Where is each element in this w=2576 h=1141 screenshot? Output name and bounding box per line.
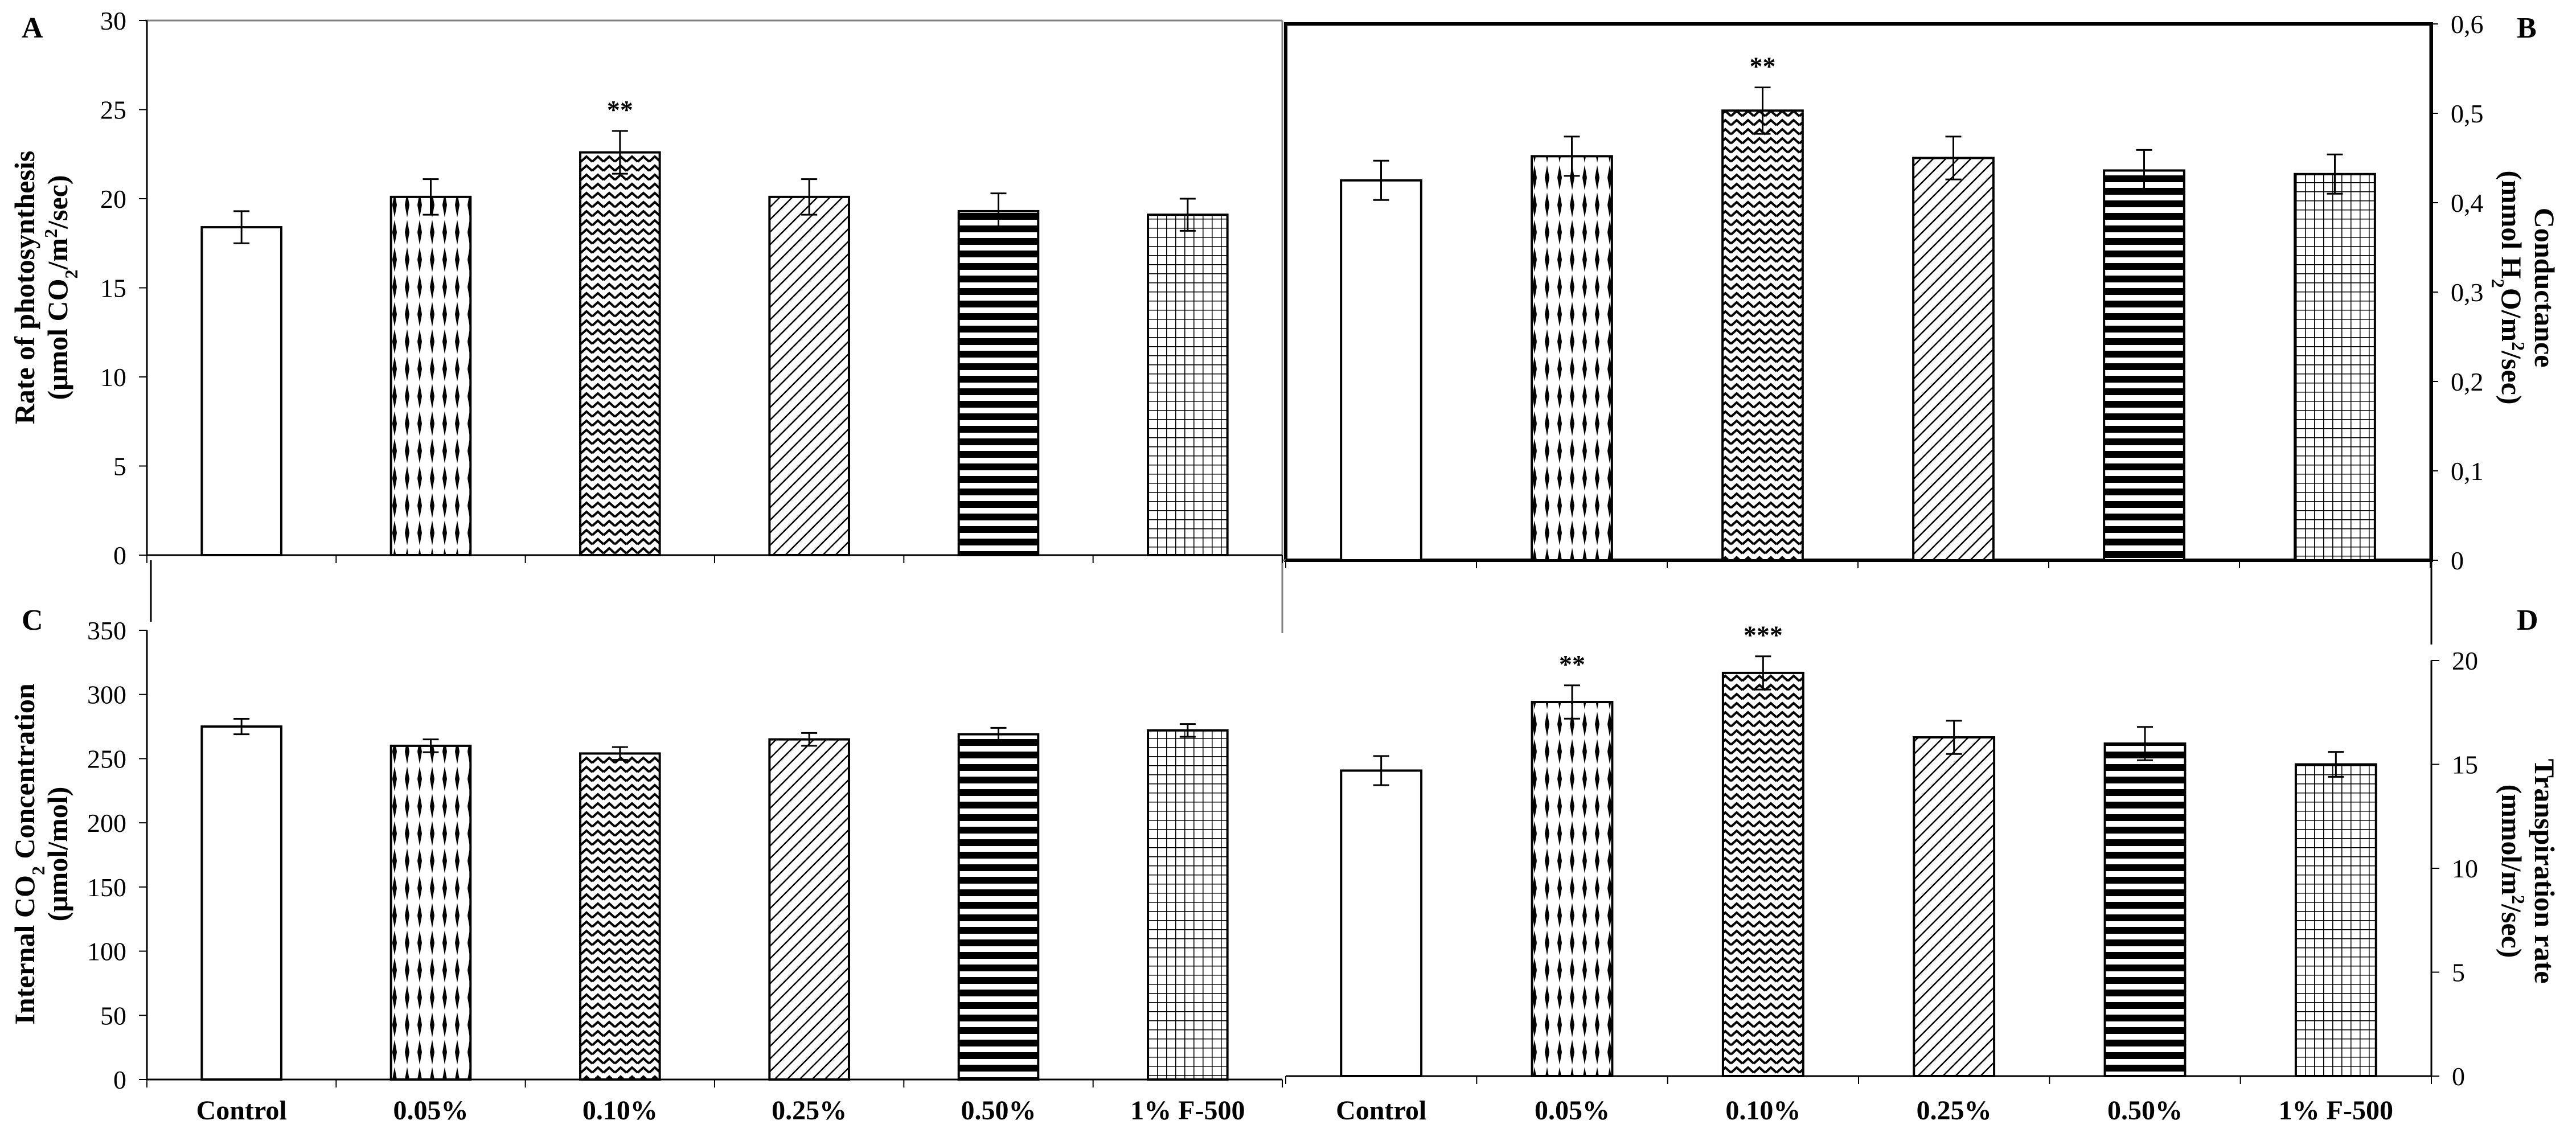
significance-marker: ** [1559, 650, 1585, 679]
panel-letter: C [22, 604, 43, 637]
y-axis-title-line2: (μmol/mol) [42, 787, 73, 922]
bar [1912, 157, 1995, 561]
y-tick-label: 20 [100, 184, 126, 214]
bar [1340, 179, 1422, 561]
y-axis-title-line2: (mmol H2O/m2/sec) [2488, 170, 2529, 404]
category-label: 1% F-500 [2279, 1095, 2393, 1126]
y-tick-label: 150 [87, 873, 126, 902]
bar [957, 733, 1040, 1081]
category-label: 0.05% [393, 1095, 469, 1126]
bar [1340, 769, 1423, 1077]
category-label: 0.05% [1535, 1095, 1610, 1126]
y-axis-title-line1: Conductance [2529, 208, 2561, 368]
bar [389, 195, 472, 556]
y-axis-title-line1: Rate of photosynthesis [9, 151, 40, 425]
panel-letter: A [22, 12, 43, 44]
bar [200, 725, 282, 1081]
category-label: 0.25% [772, 1095, 847, 1126]
bar [389, 744, 472, 1081]
significance-marker: ** [1750, 51, 1776, 80]
y-tick-label: 15 [100, 274, 126, 303]
y-tick-label: 0 [113, 541, 126, 570]
bar [768, 195, 850, 556]
panel-a: 0 5 10 15 20 25 30 ** A Rate of photosynthesis (μm… [9, 6, 1283, 570]
y-tick-label: 20 [2452, 646, 2478, 675]
bar [1913, 736, 1996, 1078]
y-axis-title-line2: (mmol/m2/sec) [2496, 785, 2529, 958]
y-axis-title-line1: Transpiration rate [2529, 759, 2561, 984]
category-label: Control [196, 1095, 287, 1126]
y-tick-label: 5 [2452, 958, 2465, 987]
bar [957, 210, 1040, 557]
panel-letter: D [2517, 604, 2538, 637]
y-axis-title-line1: Internal CO2 Concentration [9, 683, 48, 1024]
bar [1721, 109, 1804, 562]
bar [579, 752, 661, 1081]
y-axis-title-line2: (μmol CO2/m2/sec) [40, 175, 81, 400]
bar [768, 738, 850, 1081]
y-tick-label: 0,4 [2451, 188, 2484, 217]
bar [2103, 742, 2187, 1077]
bar [1147, 729, 1229, 1081]
panel-frames [145, 19, 2433, 645]
panel-b-border [1284, 22, 2433, 562]
y-tick-label: 5 [113, 452, 126, 481]
y-tick-label: 0,1 [2451, 457, 2484, 486]
y-tick-label: 300 [87, 680, 126, 709]
y-tick-label: 0,3 [2451, 278, 2484, 307]
y-tick-label: 350 [87, 616, 126, 645]
category-label: Control [1336, 1095, 1426, 1126]
category-label: 0.50% [2107, 1095, 2183, 1126]
y-axis-title: Internal CO2 Concentration (μmol/mol) [9, 683, 73, 1024]
category-label: 0.50% [961, 1095, 1036, 1126]
panel-letter: B [2517, 12, 2537, 44]
y-tick-label: 0,5 [2451, 99, 2484, 128]
y-tick-label: 0 [113, 1065, 126, 1094]
y-tick-label: 10 [100, 363, 126, 392]
bar [2103, 169, 2185, 562]
y-axis-title: Rate of photosynthesis (μmol CO2/m2/sec) [9, 151, 81, 425]
significance-marker: ** [607, 95, 633, 124]
y-tick-label: 50 [100, 1001, 126, 1030]
bar [579, 151, 661, 556]
y-tick-label: 10 [2452, 854, 2478, 883]
y-axis-title: Transpiration rate(mmol/m2/sec) [2496, 759, 2561, 984]
y-tick-label: 0 [2451, 546, 2464, 575]
bar [2294, 763, 2377, 1077]
panel-b: 0 0,1 0,2 0,3 0,4 0,5 0,6 ** B Conductance(mmol H… [1285, 10, 2561, 575]
y-tick-label: 0,6 [2451, 10, 2484, 39]
category-label: 0.10% [1725, 1095, 1800, 1126]
category-label: 0.25% [1917, 1095, 1992, 1126]
y-tick-label: 25 [100, 96, 126, 125]
significance-marker: *** [1744, 621, 1783, 650]
bar [1721, 671, 1804, 1077]
category-label: 0.10% [583, 1095, 658, 1126]
bar [1147, 214, 1229, 557]
y-tick-label: 0 [2452, 1062, 2465, 1091]
y-tick-label: 15 [2452, 750, 2478, 779]
y-tick-label: 30 [100, 6, 126, 35]
y-tick-label: 100 [87, 937, 126, 966]
y-axis-title: Conductance(mmol H2O/m2/sec) [2488, 170, 2561, 404]
y-tick-label: 250 [87, 744, 126, 773]
bar [200, 226, 282, 556]
panel-d: 0 5 10 15 20 Control ** 0.05% *** 0.10% 0.25% 0.50%… [1285, 604, 2561, 1126]
bar [1531, 701, 1614, 1077]
y-tick-label: 200 [87, 808, 126, 838]
y-tick-label: 0,2 [2451, 367, 2484, 396]
bar [2294, 173, 2376, 561]
bar [1531, 155, 1613, 561]
category-label: 1% F-500 [1130, 1095, 1245, 1126]
panel-c: 0 50 100 150 200 250 300 350 Control 0.05% 0.10% 0.… [9, 604, 1283, 1126]
